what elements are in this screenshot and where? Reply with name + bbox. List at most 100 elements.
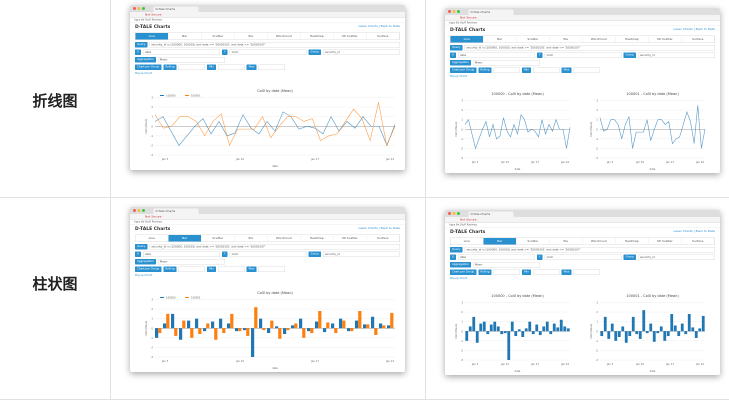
query-input: security_id in (100000, 100001) and date…: [149, 244, 400, 250]
chart-type-tab: Line: [136, 235, 169, 242]
chart-type-tab: Heatmap: [616, 238, 649, 245]
bar: [524, 328, 528, 332]
y-select: Col0: [544, 52, 622, 58]
y-tick-label: -3: [461, 358, 464, 362]
url-bar: Not Secure: [130, 214, 405, 220]
x-tick-label: Jan 10: [500, 160, 509, 164]
x-tick-label: Jan 17: [530, 160, 539, 164]
rolling-label: Rolling: [478, 269, 492, 275]
bar: [673, 325, 677, 332]
bar: [635, 331, 639, 335]
group-select: security_id: [637, 52, 715, 58]
bar: [182, 320, 186, 329]
bar: [617, 331, 621, 337]
chart-type-tab: Scatter: [517, 36, 550, 43]
y-tick-label: 1: [461, 118, 463, 122]
browser-titlebar: D-Tale Charts: [445, 210, 720, 217]
x-label: X: [135, 251, 141, 257]
y-tick-label: 0: [596, 127, 598, 131]
x-tick-label: Jan 17: [310, 157, 319, 161]
chart-area: Col0 by date (Mean) -3 -2 -1 0 1 2 3 Jan 3 Jan 10…: [144, 89, 396, 168]
y-tick-label: 2: [151, 105, 153, 109]
bar: [294, 323, 298, 329]
min-label: Min: [207, 266, 217, 272]
legend-swatch: [160, 95, 164, 96]
chart-type-tab: Wordcloud: [583, 238, 616, 245]
series-line: [154, 111, 396, 147]
bar: [238, 328, 242, 332]
bar: [624, 331, 628, 343]
chart-type-tab: Line: [135, 33, 169, 40]
chart-title: 100001 - Col0 by date (Mean): [626, 294, 679, 298]
chart-type-tab: 3D Scatter: [334, 33, 367, 40]
y-label: Y: [536, 52, 543, 58]
bar: [677, 331, 681, 337]
bar: [642, 310, 646, 332]
y-select: Col0: [229, 49, 307, 55]
bar: [545, 321, 549, 332]
chart-type-tab: 3D Scatter: [649, 36, 682, 43]
y-axis-label: Col0 (Mean): [589, 324, 593, 339]
y-tick-label: 2: [461, 310, 463, 314]
chart-per-group-label: Chart per Group: [450, 269, 477, 275]
rolling-label: Rolling: [478, 67, 492, 73]
bar: [206, 323, 210, 329]
aggregation-label: Aggregation: [135, 259, 156, 265]
chart-screenshot: D-Tale Charts Not Secure Apps Be Stuff R…: [130, 207, 405, 372]
popup-chart-link: Popup Chart: [135, 72, 152, 75]
y-tick-label: -1: [596, 137, 599, 141]
bar: [552, 323, 556, 332]
y-tick-label: -3: [151, 153, 154, 157]
y-tick-label: 3: [151, 96, 153, 100]
bar: [358, 311, 362, 329]
chart-type-tab: Line: [450, 36, 484, 43]
bar: [259, 318, 263, 329]
y-axis-label: Col0 (Mean): [144, 119, 148, 134]
bar: [514, 331, 518, 337]
y-axis-label: Col0 (Mean): [589, 122, 593, 137]
bar: [158, 328, 162, 334]
row-divider: [0, 197, 729, 198]
bookmarks-bar: Apps Be Stuff Reviews: [445, 21, 720, 26]
y-label: Y: [221, 49, 228, 55]
chart-type-tab: Scatter: [202, 235, 235, 242]
bar: [371, 316, 375, 329]
bar: [267, 328, 271, 334]
x-tick-label: Jan 24: [385, 157, 394, 161]
bar: [489, 324, 493, 332]
bar: [246, 328, 250, 336]
bar: [299, 318, 303, 329]
bar: [342, 320, 346, 329]
x-tick-label: Jan 3: [161, 359, 169, 363]
aggregation-select: Mean: [472, 262, 540, 268]
min-label: Min: [522, 269, 532, 275]
chart-title: Col0 by date (Mean): [257, 291, 293, 295]
url-bar: Not Secure: [130, 12, 405, 18]
bar: [243, 328, 247, 331]
chart-type-tab: Heatmap: [301, 235, 334, 242]
y-tick-label: 0: [461, 127, 463, 131]
query-label: Query: [450, 247, 463, 253]
x-tick-label: Jan 3: [471, 160, 479, 164]
y-tick-label: 3: [461, 99, 463, 103]
y-select: Col0: [229, 251, 307, 257]
chart-title: Col0 by date (Mean): [257, 89, 293, 93]
chart-type-tab: Pie: [235, 235, 268, 242]
app-title: D-TALE Charts: [450, 27, 486, 33]
y-tick-label: -3: [151, 355, 154, 359]
x-tick-label: Jan 10: [235, 157, 244, 161]
bar: [549, 331, 553, 335]
bar: [528, 321, 532, 332]
series-line: [599, 105, 706, 149]
x-tick-label: Jan 3: [471, 362, 479, 366]
x-tick-label: Jan 10: [635, 362, 644, 366]
bar: [556, 327, 560, 332]
group-select: security_id: [322, 251, 400, 257]
bookmarks-bar: Apps Be Stuff Reviews: [130, 220, 405, 225]
chart-title: 100000 - Col0 by date (Mean): [491, 294, 544, 298]
popup-chart-link: Popup Chart: [450, 277, 467, 280]
bar: [366, 324, 370, 329]
bar: [507, 331, 511, 360]
x-label: X: [450, 254, 456, 260]
bar: [254, 307, 258, 329]
